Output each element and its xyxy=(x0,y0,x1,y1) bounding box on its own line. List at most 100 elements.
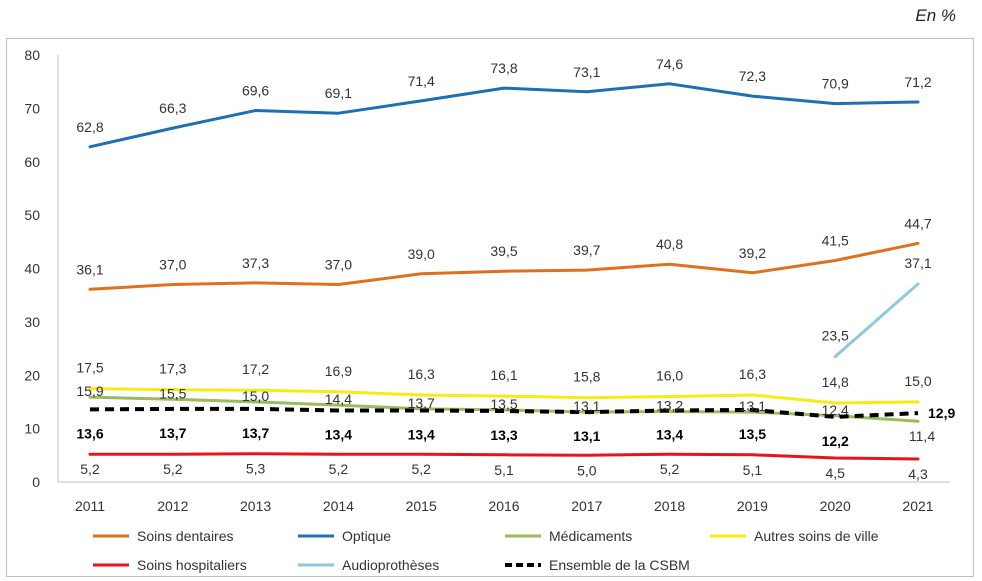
series-line xyxy=(89,406,919,419)
data-label: 14,4 xyxy=(325,391,352,407)
data-label: 13,2 xyxy=(656,398,683,414)
data-label: 74,6 xyxy=(656,56,683,72)
data-label: 13,5 xyxy=(490,396,517,412)
data-label: 17,3 xyxy=(159,361,186,377)
data-label: 13,1 xyxy=(573,398,600,414)
data-label: 23,5 xyxy=(822,328,849,344)
data-label: 16,0 xyxy=(656,368,683,384)
data-label: 13,4 xyxy=(408,426,435,442)
x-tick-label: 2021 xyxy=(902,498,933,514)
data-label: 73,1 xyxy=(573,64,600,80)
legend-label: Audioprothèses xyxy=(342,557,439,573)
x-tick-label: 2020 xyxy=(820,498,851,514)
data-label: 5,2 xyxy=(411,461,431,477)
legend-label: Ensemble de la CSBM xyxy=(549,557,690,573)
data-label: 12,2 xyxy=(822,433,849,449)
y-tick-label: 0 xyxy=(32,474,40,490)
data-label: 72,3 xyxy=(739,68,766,84)
y-tick-label: 20 xyxy=(24,367,40,383)
x-tick-label: 2019 xyxy=(737,498,768,514)
data-label: 13,4 xyxy=(325,426,352,442)
data-label: 16,9 xyxy=(325,363,352,379)
data-label: 17,5 xyxy=(76,360,103,376)
y-tick-label: 30 xyxy=(24,314,40,330)
data-label: 5,2 xyxy=(163,461,183,477)
series-line xyxy=(88,452,920,461)
data-label: 69,1 xyxy=(325,85,352,101)
y-tick-label: 10 xyxy=(24,421,40,437)
data-label: 13,3 xyxy=(490,427,517,443)
data-label: 39,7 xyxy=(573,242,600,258)
y-tick-label: 80 xyxy=(24,47,40,63)
data-label: 13,5 xyxy=(739,426,766,442)
data-label: 4,3 xyxy=(908,466,928,482)
data-label: 13,7 xyxy=(159,425,186,441)
data-label: 44,7 xyxy=(904,215,931,231)
data-label: 13,4 xyxy=(656,426,683,442)
data-label: 5,1 xyxy=(494,462,514,478)
data-label: 5,0 xyxy=(577,462,597,478)
x-tick-label: 2015 xyxy=(406,498,437,514)
data-label: 16,3 xyxy=(739,366,766,382)
data-label: 66,3 xyxy=(159,100,186,116)
data-label: 15,0 xyxy=(904,373,931,389)
data-label: 40,8 xyxy=(656,236,683,252)
chart-frame xyxy=(6,38,974,577)
data-label: 4,5 xyxy=(825,465,845,481)
x-tick-label: 2013 xyxy=(240,498,271,514)
y-tick-label: 50 xyxy=(24,207,40,223)
data-label: 15,9 xyxy=(76,383,103,399)
data-label: 17,2 xyxy=(242,361,269,377)
data-label: 16,1 xyxy=(490,367,517,383)
data-label: 5,2 xyxy=(660,461,680,477)
data-label: 69,6 xyxy=(242,83,269,99)
x-tick-label: 2017 xyxy=(571,498,602,514)
data-label: 12,9 xyxy=(928,405,955,421)
legend-label: Optique xyxy=(342,528,391,544)
series-line xyxy=(88,387,920,405)
data-label: 37,3 xyxy=(242,255,269,271)
data-label: 12,4 xyxy=(822,402,849,418)
y-tick-label: 40 xyxy=(24,261,40,277)
data-label: 62,8 xyxy=(76,119,103,135)
data-label: 39,0 xyxy=(408,246,435,262)
unit-label: En % xyxy=(915,6,956,25)
data-label: 5,2 xyxy=(329,461,349,477)
data-label: 37,0 xyxy=(159,257,186,273)
data-label: 11,4 xyxy=(909,428,935,444)
legend-label: Autres soins de ville xyxy=(754,528,879,544)
data-label: 13,1 xyxy=(739,398,766,414)
data-label: 71,4 xyxy=(408,73,435,89)
data-label: 15,0 xyxy=(242,388,269,404)
data-label: 13,7 xyxy=(408,395,435,411)
data-label: 71,2 xyxy=(904,74,931,90)
y-tick-label: 70 xyxy=(24,100,40,116)
y-tick-label: 60 xyxy=(24,154,40,170)
data-label: 16,3 xyxy=(408,366,435,382)
data-label: 15,5 xyxy=(159,385,186,401)
data-label: 41,5 xyxy=(822,232,849,248)
data-label: 13,6 xyxy=(76,425,103,441)
data-label: 39,2 xyxy=(739,245,766,261)
data-label: 5,3 xyxy=(246,461,266,477)
x-tick-label: 2018 xyxy=(654,498,685,514)
series-line xyxy=(833,282,920,359)
x-tick-label: 2014 xyxy=(323,498,354,514)
data-label: 36,1 xyxy=(76,261,103,277)
data-label: 70,9 xyxy=(822,76,849,92)
data-label: 5,2 xyxy=(80,461,100,477)
x-tick-label: 2012 xyxy=(157,498,188,514)
legend-label: Médicaments xyxy=(549,528,632,544)
data-label: 13,1 xyxy=(573,428,600,444)
data-label: 73,8 xyxy=(490,60,517,76)
data-label: 14,8 xyxy=(822,374,849,390)
series-line xyxy=(88,82,920,149)
data-label: 5,1 xyxy=(743,462,763,478)
legend-label: Soins dentaires xyxy=(137,528,234,544)
series-line xyxy=(88,241,920,291)
data-label: 39,5 xyxy=(490,243,517,259)
x-tick-label: 2016 xyxy=(488,498,519,514)
data-label: 15,8 xyxy=(573,369,600,385)
data-label: 37,0 xyxy=(325,257,352,273)
